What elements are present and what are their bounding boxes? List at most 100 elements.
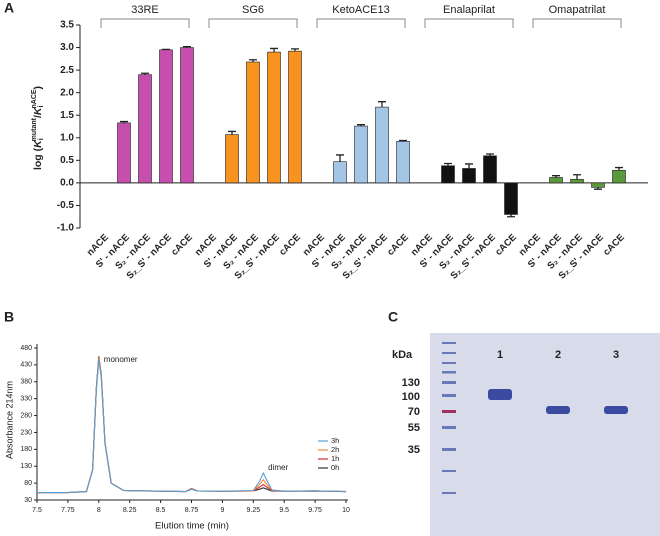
gel-labels: kDa 130 100 70 55 35 1 2 3: [392, 349, 619, 456]
x-tick-label: 10: [342, 507, 350, 514]
marker-label: 35: [408, 444, 420, 456]
y-tick-label: 2.0: [60, 87, 74, 98]
label-part: i: [38, 105, 45, 107]
x-tick-label: cACE: [385, 232, 411, 258]
protein-band: [546, 406, 570, 414]
label-part: i: [38, 138, 45, 140]
y-tick-label: 0.0: [60, 178, 74, 189]
group-label: 33RE: [131, 4, 159, 16]
group-bracket: [100, 18, 190, 28]
bar: [375, 106, 389, 184]
bar: [504, 182, 518, 215]
group-label: Omapatrilat: [549, 4, 606, 16]
panel-label: B: [4, 309, 14, 325]
series-line: [37, 357, 347, 494]
marker-label: 130: [402, 377, 420, 389]
y-tick-label: 180: [20, 446, 32, 453]
y-tick-label: 0.5: [60, 155, 74, 166]
series-line: [37, 358, 347, 494]
y-axis-label: log (Kimutant/KinACE): [31, 86, 45, 170]
ladder-band: [442, 362, 456, 364]
y-tick-label: -0.5: [57, 200, 75, 211]
x-tick-label: cACE: [169, 232, 195, 258]
error-bar: [552, 175, 560, 178]
bar: [612, 169, 626, 184]
y-tick-label: 1.5: [60, 110, 74, 121]
series-line: [37, 359, 347, 494]
error-bar: [486, 153, 494, 156]
bar: [549, 177, 563, 184]
x-tick-label: 8.75: [185, 507, 199, 514]
bar: [333, 161, 347, 184]
x-tick-label: 8: [97, 507, 101, 514]
error-bar: [249, 59, 257, 62]
bar: [441, 165, 455, 184]
x-tick-label: 9.5: [279, 507, 289, 514]
x-tick-label: 8.5: [156, 507, 166, 514]
legend-label: 1h: [331, 454, 339, 463]
x-tick-label: 9.75: [308, 507, 322, 514]
protein-band: [488, 389, 512, 400]
bar: [354, 125, 368, 184]
x-tick-label: 9: [220, 507, 224, 514]
group-bracket: [208, 18, 298, 28]
error-bar: [336, 154, 344, 162]
x-tick-label: 7.5: [32, 507, 42, 514]
bar: [180, 47, 194, 184]
group-label: Enalaprilat: [443, 4, 495, 16]
group-label: SG6: [242, 4, 264, 16]
bar: [462, 168, 476, 184]
error-bar: [141, 72, 149, 75]
x-axis-label: Elution time (min): [155, 521, 229, 532]
ladder-band: [442, 394, 456, 397]
ladder-band: [442, 470, 456, 472]
lane-label: 1: [497, 349, 503, 361]
y-tick-label: -1.0: [57, 223, 75, 234]
error-bar: [399, 139, 407, 142]
x-tick-label: cACE: [277, 232, 303, 258]
panel-label: A: [4, 0, 14, 16]
y-tick-label: 230: [20, 429, 32, 436]
y-tick-label: 430: [20, 362, 32, 369]
group-bracket: [424, 18, 514, 28]
error-bar: [615, 166, 623, 171]
error-bar: [444, 162, 452, 166]
y-tick-label: 30: [24, 497, 32, 504]
marker-label: 55: [408, 422, 420, 434]
error-bar: [465, 163, 473, 169]
bar: [117, 122, 131, 184]
annotation: dimer: [268, 463, 288, 472]
legend-label: 0h: [331, 463, 339, 472]
gel: [430, 333, 660, 536]
y-tick-label: 80: [24, 480, 32, 487]
error-bar: [270, 47, 278, 53]
bar: [570, 178, 584, 184]
protein-band: [604, 406, 628, 414]
error-bar: [573, 174, 581, 180]
axes: [36, 344, 348, 501]
error-bar: [228, 130, 236, 135]
y-tick-label: 380: [20, 379, 32, 386]
x-tick-label: 8.25: [123, 507, 137, 514]
marker-label: 100: [402, 391, 420, 403]
y-tick-label: 3.0: [60, 42, 74, 53]
y-axis-label: Absorbance 214nm: [4, 381, 14, 459]
ladder-band: [442, 352, 456, 354]
ladder-band: [442, 381, 456, 384]
group-label: KetoACE13: [332, 4, 389, 16]
x-tick-label: 9.25: [246, 507, 260, 514]
error-bar: [120, 120, 128, 123]
bar: [138, 74, 152, 184]
ladder-band: [442, 410, 456, 413]
panel-label: C: [388, 309, 398, 325]
marker-label: 70: [408, 406, 420, 418]
y-tick-label: 330: [20, 396, 32, 403]
y-tick-label: 480: [20, 345, 32, 352]
label-part: K: [32, 106, 44, 115]
bar: [246, 61, 260, 184]
ladder-band: [442, 492, 456, 494]
label-part: /: [32, 115, 44, 118]
lane-label: 3: [613, 349, 619, 361]
group-bracket: [532, 18, 622, 28]
